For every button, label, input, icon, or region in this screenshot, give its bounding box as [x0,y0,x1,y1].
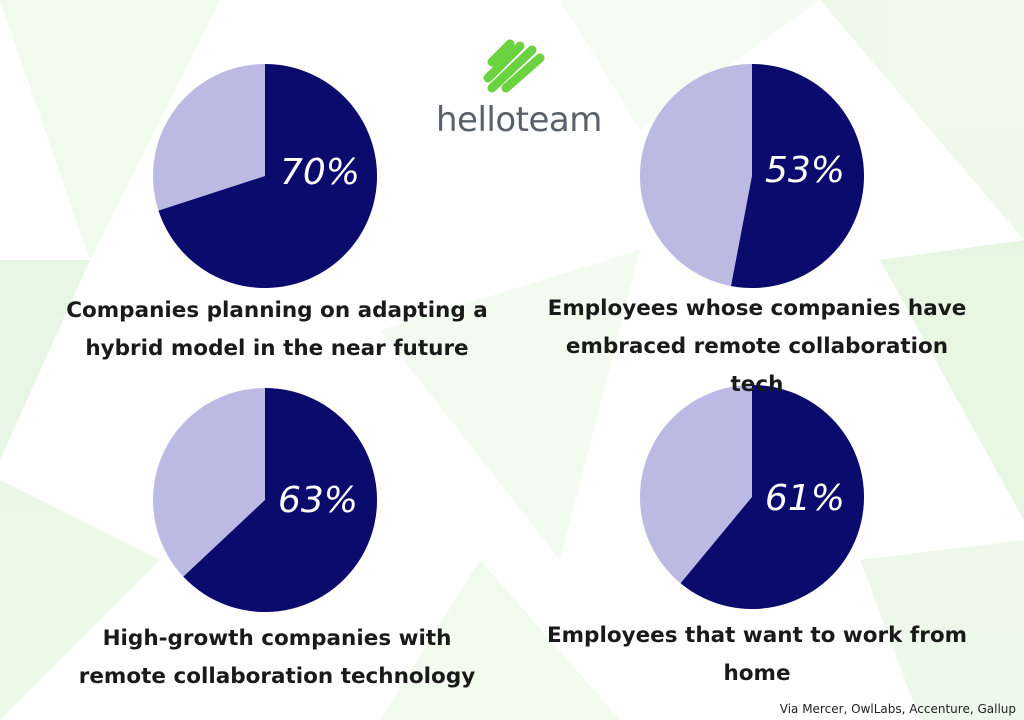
value-label: 63% [278,480,358,521]
pie-slice [183,388,378,612]
pie-slice [731,64,864,289]
pie-title: Employees whose companies have embraced … [547,296,967,397]
pie-title: High-growth companies with remote collab… [78,626,476,689]
pie-title: Employees that want to work from home [546,623,968,686]
pie-title: Companies planning on adapting a hybrid … [66,298,488,361]
pie-slice [158,64,377,288]
logo-icon [483,39,545,93]
pie-slice [680,385,864,609]
source: Via Mercer, OwlLabs, Accenture, Gallup [779,702,1016,716]
value-label: 70% [280,152,360,193]
logo-text: helloteam [436,100,602,140]
value-label: 61% [765,478,845,519]
value-label: 53% [765,150,845,191]
